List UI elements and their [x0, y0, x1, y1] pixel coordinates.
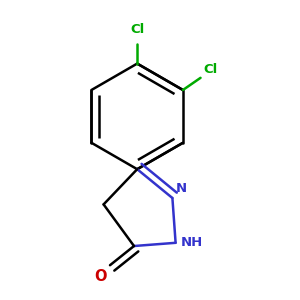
Text: O: O: [94, 269, 107, 284]
Text: Cl: Cl: [130, 23, 144, 36]
Text: Cl: Cl: [204, 63, 218, 76]
Text: N: N: [176, 182, 188, 195]
Text: NH: NH: [180, 236, 203, 249]
